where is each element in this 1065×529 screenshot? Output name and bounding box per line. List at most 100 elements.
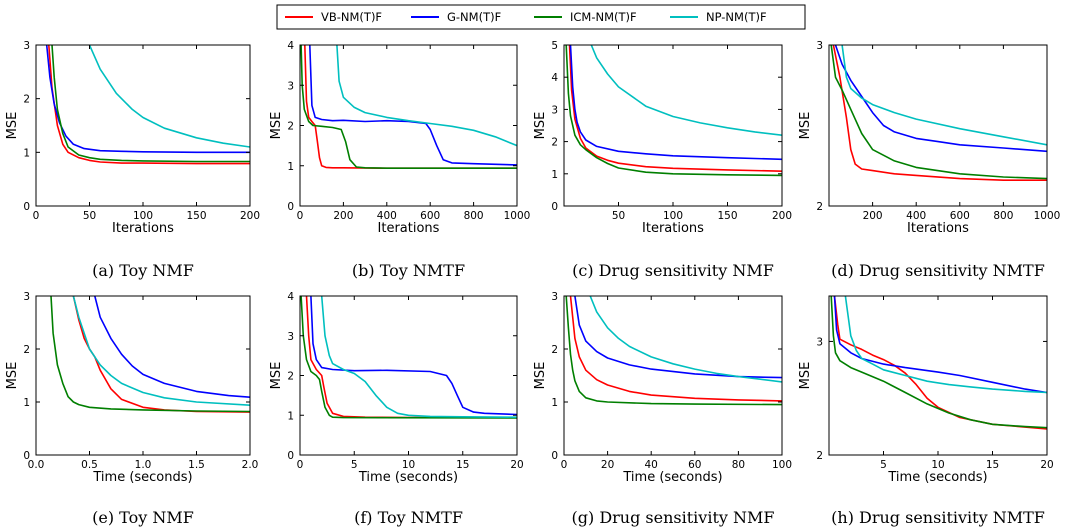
panel-caption: (e) Toy NMF [92, 508, 194, 527]
y-tick-label: 0 [287, 201, 294, 213]
axes-frame [299, 44, 518, 207]
series-lines [50, 296, 250, 413]
axes-frame [828, 295, 1048, 456]
series-lines [300, 296, 517, 419]
series-line-np-nm-t-f [841, 45, 1047, 146]
x-tick-label: 80 [732, 459, 745, 471]
y-tick-label: 2 [551, 137, 558, 149]
x-tick-label: 20 [1040, 459, 1053, 471]
x-tick-label: 100 [772, 459, 792, 471]
x-axis-label: Time (seconds) [92, 470, 192, 485]
x-tick-label: 50 [83, 210, 96, 222]
y-tick-label: 1 [551, 169, 558, 181]
y-axis-label: MSE [269, 112, 284, 140]
chart-panel: 0 50 100 150 200 0 1 2 3 Iterations MSE (a) Toy NMF [5, 40, 260, 280]
y-tick-label: 3 [551, 291, 558, 303]
y-tick-label: 3 [816, 40, 823, 52]
x-tick-label: 60 [688, 459, 701, 471]
panel-caption: (c) Drug sensitivity NMF [572, 261, 774, 280]
x-axis-label: Iterations [378, 221, 440, 236]
x-tick-label: 0 [33, 210, 40, 222]
series-line-np-nm-t-f [336, 45, 517, 147]
series-line-np-nm-t-f [72, 296, 250, 406]
legend-label: NP-NM(T)F [706, 10, 767, 24]
y-tick-label: 2 [287, 371, 294, 383]
axes-frame [35, 295, 251, 456]
y-axis-label: MSE [798, 112, 813, 140]
x-tick-label: 5 [351, 459, 358, 471]
y-tick-label: 1 [551, 397, 558, 409]
series-line-g-nm-t-f [834, 45, 1047, 153]
y-tick-label: 5 [551, 40, 558, 52]
y-tick-label: 3 [551, 104, 558, 116]
series-line-vb-nm-t-f [832, 45, 1047, 181]
x-tick-label: 400 [377, 210, 397, 222]
panel-caption: (d) Drug sensitivity NMTF [831, 261, 1045, 280]
x-tick-label: 0 [297, 210, 304, 222]
y-axis-label: MSE [798, 362, 813, 390]
chart-panel: 5 10 15 20 2 3 Time (seconds) MSE (h) Drug sensi… [798, 295, 1054, 527]
x-tick-label: 0.5 [81, 459, 98, 471]
axes-frame [299, 295, 518, 456]
chart-panel: 0 200 400 600 800 1000 0 1 2 3 4 Iterations MSE (b) T… [269, 40, 530, 280]
x-tick-label: 400 [906, 210, 926, 222]
axes-frame [35, 44, 251, 207]
x-tick-label: 200 [240, 210, 260, 222]
x-tick-label: 600 [950, 210, 970, 222]
series-line-icm-nm-t-f [830, 296, 1047, 429]
x-tick-label: 150 [186, 210, 206, 222]
legend-label: ICM-NM(T)F [570, 10, 637, 24]
series-line-g-nm-t-f [310, 296, 517, 416]
y-tick-label: 0 [23, 450, 30, 462]
series-lines [830, 45, 1047, 181]
x-tick-label: 100 [133, 210, 153, 222]
series-line-icm-nm-t-f [830, 45, 1047, 180]
y-axis-label: MSE [533, 362, 548, 390]
series-line-np-nm-t-f [589, 296, 782, 383]
panel-caption: (f) Toy NMTF [354, 508, 463, 527]
x-tick-label: 800 [993, 210, 1013, 222]
series-line-icm-nm-t-f [300, 296, 517, 419]
series-line-icm-nm-t-f [51, 45, 250, 163]
y-tick-label: 4 [551, 72, 558, 84]
x-tick-label: 800 [464, 210, 484, 222]
x-axis-label: Iterations [907, 221, 969, 236]
y-tick-label: 3 [287, 80, 294, 92]
series-line-vb-nm-t-f [304, 45, 517, 169]
y-tick-label: 0 [551, 450, 558, 462]
x-tick-label: 15 [456, 459, 469, 471]
y-tick-label: 1 [287, 161, 294, 173]
y-tick-label: 1 [287, 410, 294, 422]
panel-caption: (h) Drug sensitivity NMTF [831, 508, 1045, 527]
y-tick-label: 0 [551, 201, 558, 213]
y-tick-label: 3 [287, 331, 294, 343]
y-tick-label: 3 [816, 336, 823, 348]
panel-caption: (a) Toy NMF [92, 261, 194, 280]
legend-label: G-NM(T)F [447, 10, 501, 24]
x-tick-label: 2.0 [242, 459, 259, 471]
series-line-np-nm-t-f [844, 296, 1047, 394]
x-tick-label: 200 [863, 210, 883, 222]
series-line-icm-nm-t-f [300, 45, 517, 169]
x-tick-label: 1.0 [135, 459, 152, 471]
x-axis-label: Time (seconds) [622, 470, 722, 485]
x-tick-label: 1.5 [188, 459, 205, 471]
series-line-icm-nm-t-f [50, 296, 250, 413]
y-tick-label: 2 [551, 344, 558, 356]
y-axis-label: MSE [269, 362, 284, 390]
series-line-vb-nm-t-f [569, 296, 782, 402]
x-tick-label: 5 [880, 459, 887, 471]
x-tick-label: 1000 [1034, 210, 1061, 222]
y-tick-label: 0 [287, 450, 294, 462]
series-line-vb-nm-t-f [48, 45, 250, 165]
series-line-g-nm-t-f [833, 296, 1047, 394]
series-lines [300, 45, 517, 169]
x-tick-label: 1000 [504, 210, 531, 222]
series-line-g-nm-t-f [45, 45, 250, 154]
x-tick-label: 0 [561, 459, 568, 471]
y-tick-label: 2 [23, 344, 30, 356]
chart-panel: 0.0 0.5 1.0 1.5 2.0 0 1 2 3 Time (seconds) MSE (e) … [5, 291, 258, 527]
x-tick-label: 200 [772, 210, 792, 222]
